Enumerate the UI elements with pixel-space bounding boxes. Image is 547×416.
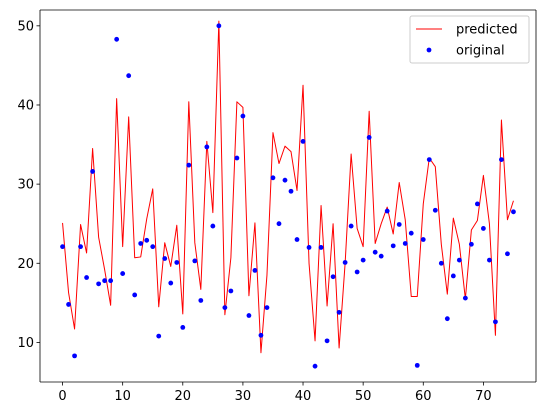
data-point-original (330, 274, 336, 280)
data-point-original (414, 362, 420, 368)
y-tick-label: 30 (17, 178, 34, 193)
plot-area (40, 10, 536, 382)
data-point-original (138, 241, 144, 246)
data-point-original (402, 241, 408, 246)
legend-label-predicted: predicted (456, 23, 518, 38)
x-tick-label: 30 (235, 389, 252, 404)
data-point-original (114, 36, 120, 42)
data-point-original (198, 298, 204, 303)
data-point-original (102, 278, 108, 284)
data-point-original (372, 249, 378, 255)
data-point-original (438, 260, 444, 266)
data-point-original (480, 226, 486, 231)
data-point-original (408, 230, 414, 236)
data-point-original (450, 273, 456, 279)
data-point-original (228, 288, 234, 294)
data-point-original (96, 281, 102, 287)
axes-layer: 0 10 20 30 40 50 60 70 10 20 30 40 50 (17, 9, 537, 404)
data-point-original (342, 260, 348, 265)
data-point-original (318, 245, 324, 250)
data-point-original (258, 332, 264, 338)
data-point-original (360, 257, 366, 263)
data-point-original (144, 237, 150, 243)
data-point-original (72, 353, 77, 359)
data-point-original (120, 271, 126, 276)
data-point-original (396, 222, 402, 227)
data-point-original (487, 257, 492, 263)
data-point-original (456, 257, 462, 263)
data-point-original (234, 155, 240, 161)
x-tick-label: 20 (175, 389, 192, 404)
data-point-original (108, 278, 114, 284)
data-point-original (493, 319, 498, 325)
data-point-original (78, 244, 83, 250)
series-line-predicted (62, 20, 514, 354)
data-point-original (294, 237, 300, 242)
data-point-original (366, 135, 372, 140)
data-point-original (264, 305, 270, 310)
data-point-original (378, 253, 384, 259)
y-tick-label: 40 (17, 98, 34, 113)
x-tick-label: 60 (415, 389, 432, 404)
y-tick-label: 50 (17, 19, 34, 34)
data-point-original (306, 245, 312, 250)
data-point-original (60, 244, 65, 250)
data-point-original (174, 260, 180, 265)
series-layer (60, 20, 516, 369)
data-point-original (150, 244, 156, 250)
data-point-original (354, 269, 360, 275)
data-point-original (66, 302, 71, 307)
data-point-original (324, 338, 330, 344)
data-point-original (511, 209, 516, 215)
data-point-original (474, 201, 480, 207)
x-tick-label: 10 (114, 389, 131, 404)
data-point-original (126, 73, 132, 79)
data-point-original (300, 138, 306, 144)
data-point-original (216, 23, 222, 29)
data-point-original (505, 251, 510, 257)
data-point-original (390, 243, 396, 249)
data-point-original (468, 241, 474, 247)
data-point-original (186, 162, 192, 168)
data-point-original (84, 275, 89, 280)
legend-label-original: original (456, 44, 505, 59)
data-point-original (282, 177, 288, 183)
y-tick-label: 10 (17, 336, 34, 351)
legend: predicted original (409, 15, 530, 64)
data-point-original (312, 363, 318, 369)
data-point-original (384, 208, 390, 214)
data-point-original (270, 175, 276, 181)
data-point-original (90, 169, 96, 174)
data-point-original (132, 292, 138, 298)
data-point-original (180, 324, 186, 330)
data-point-original (222, 305, 228, 310)
data-point-original (420, 237, 426, 242)
data-point-original (204, 144, 210, 150)
y-tick-label: 20 (17, 257, 34, 272)
data-point-original (162, 256, 168, 261)
data-point-original (462, 295, 468, 301)
data-point-original (156, 333, 162, 339)
data-point-original (348, 223, 354, 229)
data-point-original (240, 113, 246, 119)
data-point-original (210, 223, 216, 229)
x-tick-label: 50 (355, 389, 372, 404)
data-point-original (432, 207, 438, 213)
data-point-original (336, 309, 342, 315)
data-point-original (276, 221, 282, 227)
data-point-original (192, 258, 198, 264)
data-point-original (252, 268, 258, 273)
x-tick-label: 0 (58, 389, 66, 404)
data-point-original (426, 157, 432, 162)
legend-swatch-original (426, 47, 432, 53)
data-point-original (499, 157, 504, 162)
data-point-original (246, 313, 252, 318)
data-point-original (288, 188, 294, 194)
data-point-original (168, 280, 174, 286)
legend-box (409, 15, 530, 64)
x-tick-label: 40 (295, 389, 312, 404)
x-tick-label: 70 (475, 389, 492, 404)
data-point-original (444, 316, 450, 322)
